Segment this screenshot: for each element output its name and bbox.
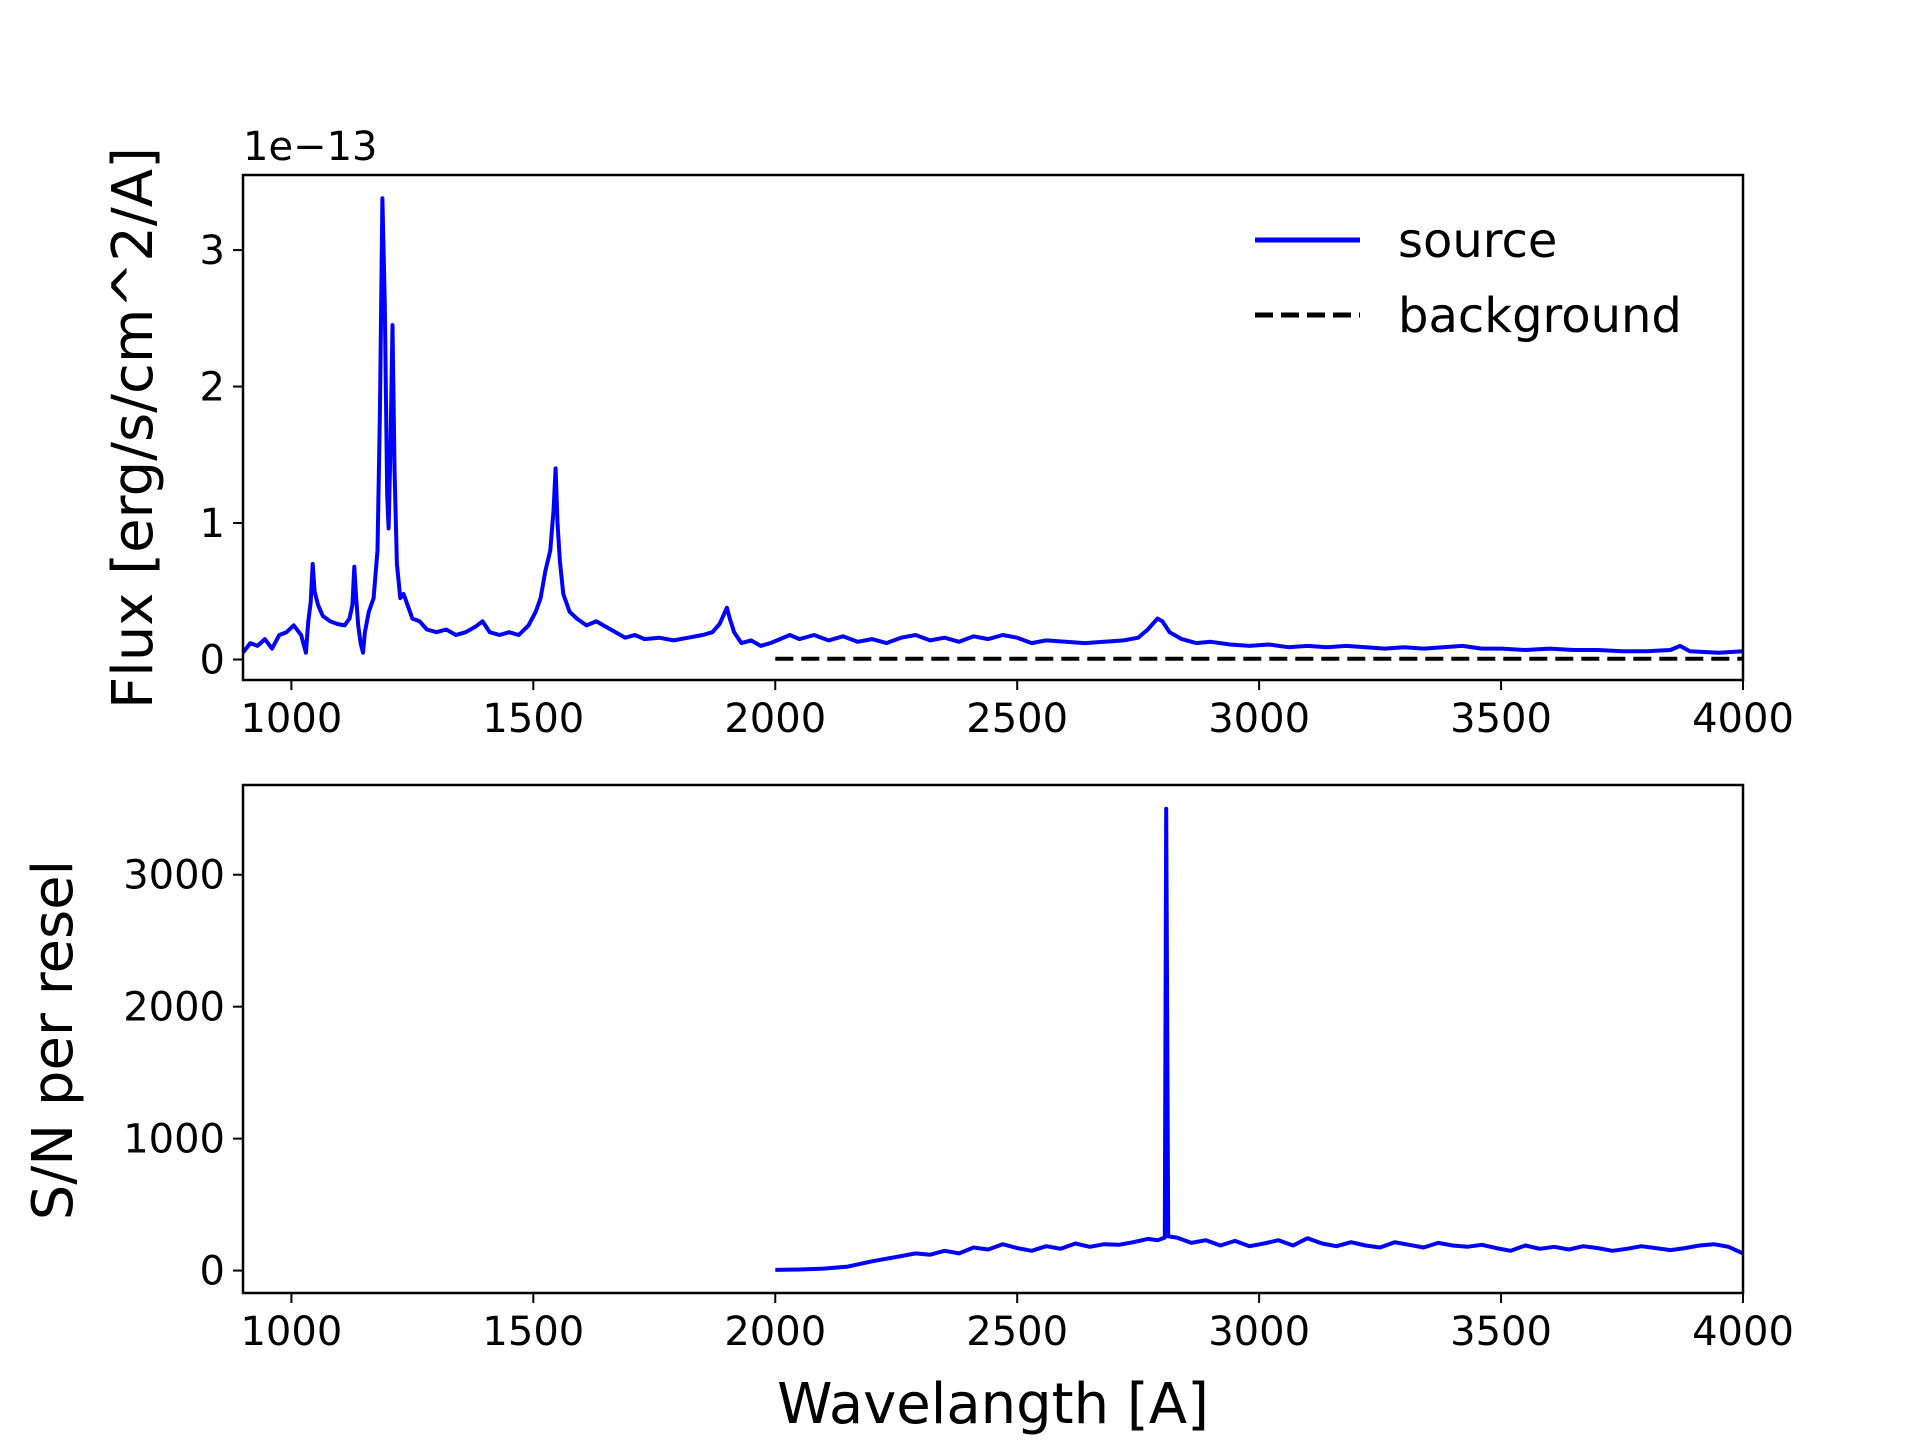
snr-panel: 1000 1500 2000 2500 3000 3500 4000 0 1000 2000 30… [21, 783, 1794, 1437]
snr-y-tick-label-2000: 2000 [123, 985, 225, 1031]
flux-x-tick-label-1000: 1000 [240, 696, 342, 742]
legend: source background [1255, 213, 1682, 344]
legend-background-label: background [1398, 288, 1682, 344]
flux-plot-data [243, 196, 1743, 661]
snr-x-tick-label-3500: 3500 [1450, 1309, 1552, 1355]
snr-x-tick-label-3000: 3000 [1208, 1309, 1310, 1355]
flux-x-tick-label-1500: 1500 [482, 696, 584, 742]
snr-plot-frame [241, 783, 1745, 1295]
flux-x-tick-label-2000: 2000 [724, 696, 826, 742]
snr-x-tick-label-1500: 1500 [482, 1309, 584, 1355]
flux-x-tick-label-3000: 3000 [1208, 696, 1310, 742]
flux-series-source [243, 196, 1743, 655]
flux-x-tick-label-3500: 3500 [1450, 696, 1552, 742]
snr-x-tick-label-1000: 1000 [240, 1309, 342, 1355]
flux-y-axis-title: Flux [erg/s/cm^2/A] [101, 147, 166, 709]
flux-y-tick-label-0: 0 [200, 638, 225, 684]
snr-series-line [775, 806, 1743, 1272]
snr-x-axis-title: Wavelangth [A] [777, 1372, 1209, 1437]
snr-y-tick-label-1000: 1000 [123, 1117, 225, 1163]
flux-y-tick-label-3: 3 [200, 228, 225, 274]
flux-offset-label: 1e−13 [243, 124, 377, 170]
legend-source-label: source [1398, 213, 1557, 269]
flux-y-tick-label-1: 1 [200, 501, 225, 547]
flux-y-tick-label-2: 2 [200, 365, 225, 411]
snr-y-tick-label-0: 0 [200, 1249, 225, 1295]
flux-plot-frame [241, 173, 1745, 682]
snr-x-ticks: 1000 1500 2000 2500 3000 3500 4000 [240, 1293, 1794, 1355]
flux-x-tick-label-2500: 2500 [966, 696, 1068, 742]
snr-y-tick-label-3000: 3000 [123, 853, 225, 899]
flux-y-ticks: 0 1 2 3 [200, 228, 243, 684]
snr-x-tick-label-2000: 2000 [724, 1309, 826, 1355]
flux-x-ticks: 1000 1500 2000 2500 3000 3500 4000 [240, 680, 1794, 742]
snr-plot-data [775, 806, 1743, 1272]
snr-x-tick-label-2500: 2500 [966, 1309, 1068, 1355]
snr-y-ticks: 0 1000 2000 3000 [123, 853, 243, 1295]
snr-x-tick-label-4000: 4000 [1692, 1309, 1794, 1355]
flux-x-tick-label-4000: 4000 [1692, 696, 1794, 742]
snr-y-axis-title: S/N per resel [21, 860, 86, 1220]
